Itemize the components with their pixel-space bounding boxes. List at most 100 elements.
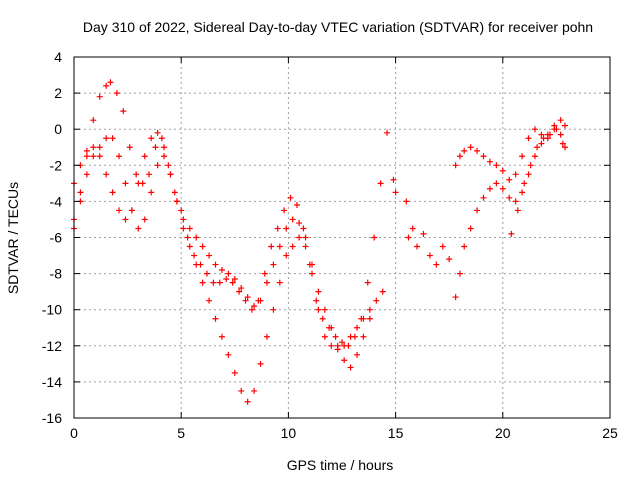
data-point [540, 135, 547, 142]
data-point [242, 297, 249, 304]
data-point [360, 333, 367, 340]
data-point [90, 117, 97, 124]
data-point [107, 79, 114, 86]
data-point [467, 144, 474, 151]
data-point [216, 279, 223, 286]
data-point [561, 144, 568, 151]
data-point [122, 180, 129, 187]
data-point [77, 189, 84, 196]
data-point [274, 225, 281, 232]
data-point [203, 270, 210, 277]
data-point [161, 153, 168, 160]
x-tick-label: 25 [602, 425, 618, 441]
data-point [289, 216, 296, 223]
data-point [480, 153, 487, 160]
x-axis-label: GPS time / hours [287, 457, 394, 473]
data-point [405, 234, 412, 241]
data-point [212, 261, 219, 268]
data-point [135, 225, 142, 232]
x-tick-label: 0 [70, 425, 78, 441]
data-point [261, 270, 268, 277]
data-point [499, 185, 506, 192]
data-point [493, 180, 500, 187]
data-point [302, 234, 309, 241]
y-axis-label: SDTVAR / TECUs [5, 182, 21, 294]
data-point [403, 198, 410, 205]
data-point [525, 171, 532, 178]
data-point [257, 297, 264, 304]
y-tick-label: 0 [54, 121, 62, 137]
data-point [308, 261, 315, 268]
data-point [319, 315, 326, 322]
data-point [133, 171, 140, 178]
data-point [83, 171, 90, 178]
data-point [339, 339, 345, 346]
data-point [439, 243, 446, 250]
data-point [514, 207, 521, 214]
data-point [315, 306, 322, 313]
data-point [113, 90, 120, 97]
data-point [283, 225, 290, 232]
data-point [559, 140, 566, 147]
data-point [248, 306, 255, 313]
data-point [167, 171, 174, 178]
data-point [538, 140, 545, 147]
data-point [341, 357, 348, 364]
data-point [96, 153, 103, 160]
data-point [474, 147, 481, 154]
data-point [276, 243, 283, 250]
data-point [184, 234, 191, 241]
data-point [146, 171, 153, 178]
data-point [321, 333, 328, 340]
data-point [236, 288, 243, 295]
data-point [210, 279, 217, 286]
data-point [364, 279, 371, 286]
data-point [229, 279, 236, 286]
data-point [231, 369, 238, 376]
y-tick-label: -14 [42, 374, 62, 390]
data-point [452, 162, 459, 169]
data-point [83, 147, 90, 154]
data-point [193, 234, 200, 241]
data-point [96, 93, 103, 100]
data-point [225, 270, 232, 277]
data-point [148, 135, 155, 142]
data-point [371, 234, 378, 241]
data-point [420, 230, 427, 237]
data-point [486, 185, 493, 192]
data-point [366, 306, 373, 313]
data-point [244, 398, 251, 405]
y-tick-label: -12 [42, 338, 62, 354]
data-point [270, 261, 277, 268]
data-point [508, 230, 515, 237]
data-point [527, 162, 534, 169]
data-point [173, 198, 180, 205]
data-point [171, 189, 178, 196]
data-point [289, 243, 296, 250]
data-point [480, 194, 487, 201]
data-point [499, 167, 506, 174]
data-point [341, 342, 348, 349]
data-point [180, 216, 187, 223]
data-point [315, 288, 322, 295]
data-point [456, 153, 463, 160]
data-point [296, 234, 303, 241]
data-point [321, 306, 328, 313]
data-point [244, 294, 251, 301]
data-point [141, 216, 148, 223]
data-point [276, 279, 283, 286]
data-point [452, 294, 459, 301]
data-point [283, 252, 290, 259]
y-tick-label: -10 [42, 302, 62, 318]
data-point [109, 189, 116, 196]
data-point [347, 364, 354, 371]
data-point [152, 144, 159, 151]
data-point [551, 122, 558, 129]
data-point [302, 243, 309, 250]
data-point [506, 194, 513, 201]
data-point [90, 153, 97, 160]
data-point [392, 189, 399, 196]
data-point [154, 162, 161, 169]
data-point [538, 131, 545, 138]
